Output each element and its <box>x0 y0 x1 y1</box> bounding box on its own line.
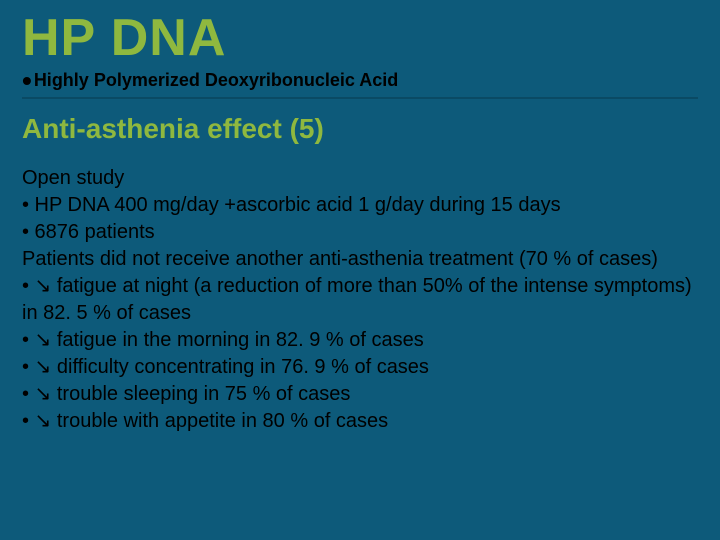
body-line-9: • ↘ trouble with appetite in 80 % of cas… <box>22 408 698 435</box>
divider-line <box>22 97 698 99</box>
subtitle-row: •Highly Polymerized Deoxyribonucleic Aci… <box>22 70 698 91</box>
main-title: HP DNA <box>22 8 698 68</box>
bullet-dot: • <box>22 72 32 90</box>
body-line-5: • ↘ fatigue at night (a reduction of mor… <box>22 273 698 327</box>
subtitle-text: Highly Polymerized Deoxyribonucleic Acid <box>34 70 398 90</box>
body-line-2: • HP DNA 400 mg/day +ascorbic acid 1 g/d… <box>22 192 698 219</box>
body-line-1: Open study <box>22 165 698 192</box>
body-line-3: • 6876 patients <box>22 219 698 246</box>
body-line-8: • ↘ trouble sleeping in 75 % of cases <box>22 381 698 408</box>
section-heading: Anti-asthenia effect (5) <box>22 113 698 145</box>
slide-container: HP DNA •Highly Polymerized Deoxyribonucl… <box>0 0 720 540</box>
body-line-7: • ↘ difficulty concentrating in 76. 9 % … <box>22 354 698 381</box>
body-line-6: • ↘ fatigue in the morning in 82. 9 % of… <box>22 327 698 354</box>
body-line-4: Patients did not receive another anti-as… <box>22 246 698 273</box>
body-content: Open study • HP DNA 400 mg/day +ascorbic… <box>22 165 698 435</box>
